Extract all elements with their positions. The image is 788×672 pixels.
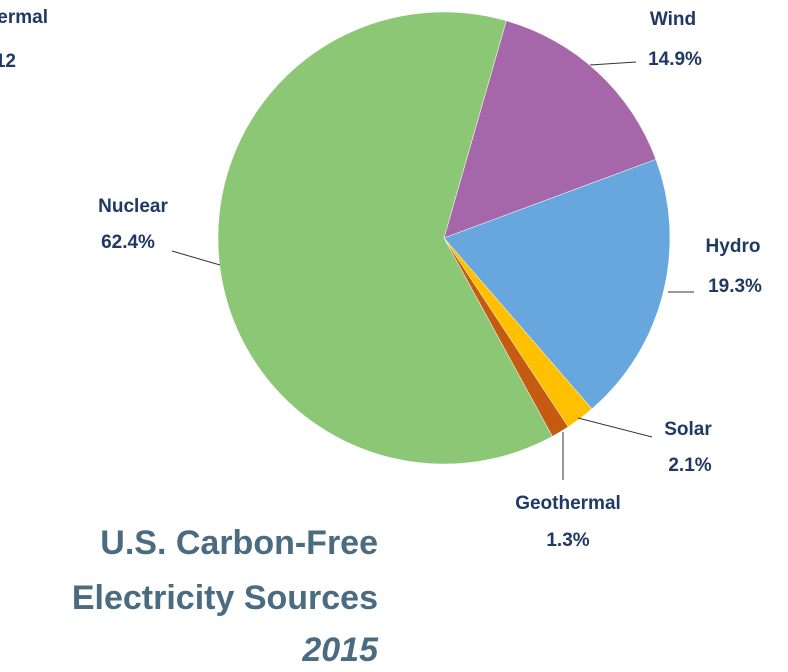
leader-line (171, 250, 221, 266)
value-label: 19.3% (708, 276, 762, 297)
pie-slice (217, 11, 553, 465)
slice-label: Wind (650, 9, 696, 30)
chart-title: U.S. Carbon-Free (100, 524, 378, 562)
chart-subtitle: 2015 (301, 631, 379, 669)
leader-line (577, 417, 653, 438)
value-label: 2.1% (668, 455, 711, 476)
value-label: 14.9% (648, 49, 702, 70)
value-label: 62.4% (101, 232, 155, 253)
annotation: ermal (0, 7, 48, 28)
chart-title: Electricity Sources (72, 579, 378, 617)
pie-slice (443, 159, 671, 410)
pie-slice (443, 20, 657, 239)
slice-label: Geothermal (515, 493, 621, 514)
slice-label: Nuclear (98, 196, 168, 217)
annotation: 12 (0, 51, 16, 72)
pie (217, 11, 671, 465)
slice-label: Solar (664, 419, 712, 440)
leader-line (589, 61, 637, 66)
value-label: 1.3% (546, 530, 589, 551)
slice-label: Hydro (706, 236, 761, 257)
